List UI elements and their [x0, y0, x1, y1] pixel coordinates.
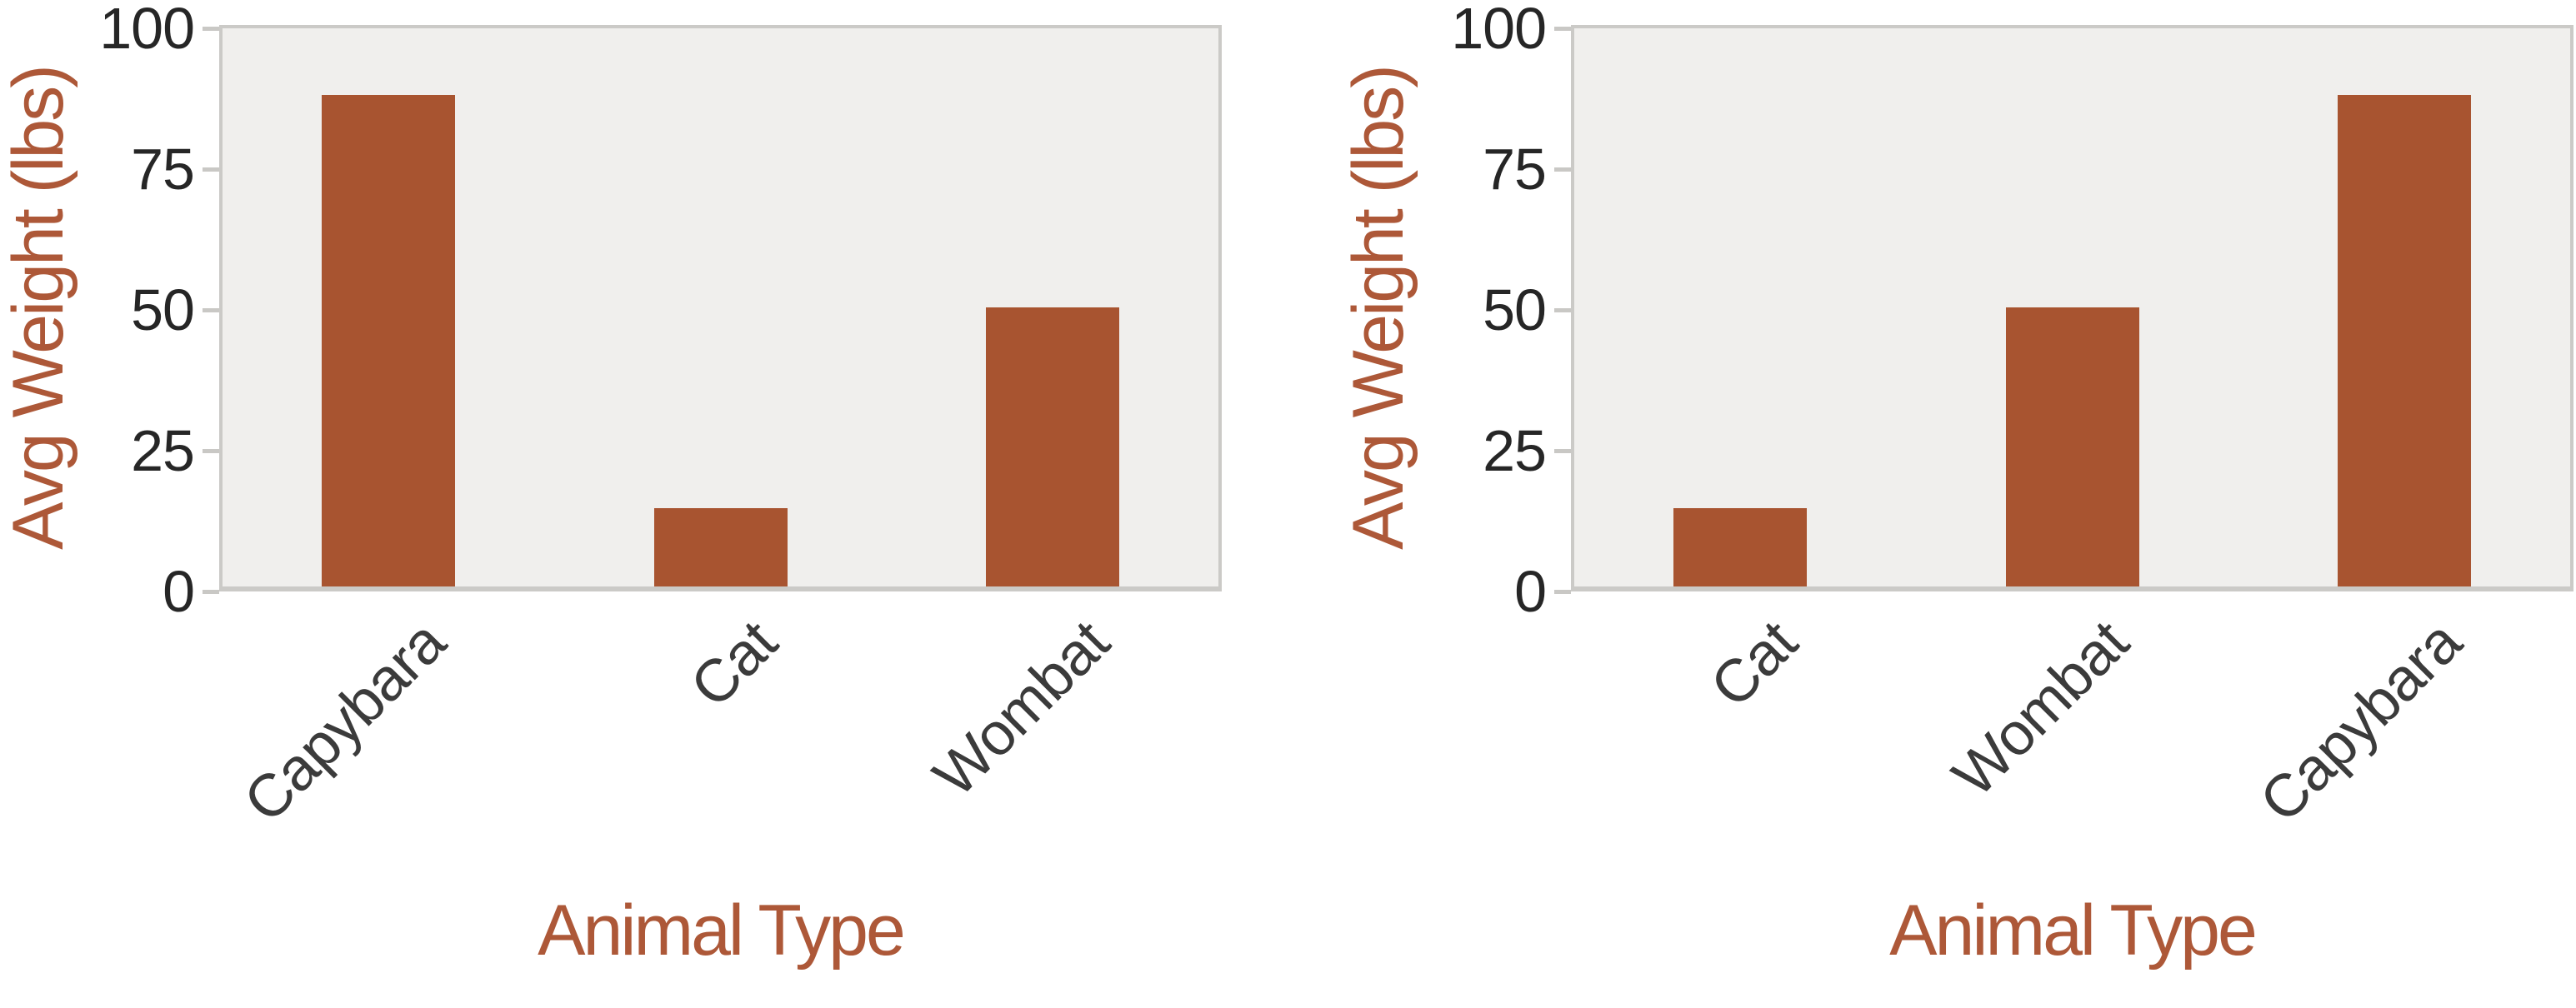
y-tick-mark	[1554, 167, 1571, 172]
y-axis-title: Avg Weight (lbs)	[1338, 67, 1418, 550]
y-tick-mark	[203, 449, 219, 453]
bar-capybara	[2338, 95, 2471, 586]
y-tick-mark	[203, 167, 219, 172]
x-tick-label-capybara: Capybara	[2247, 608, 2474, 836]
y-tick-label: 50	[131, 277, 195, 342]
y-tick-label: 50	[1483, 277, 1547, 342]
y-tick-mark	[203, 308, 219, 312]
y-tick-mark	[1554, 27, 1571, 31]
bar-wombat	[986, 307, 1119, 586]
y-tick-label: 75	[131, 137, 195, 202]
y-tick-label: 0	[163, 559, 195, 624]
y-tick-label: 25	[1483, 418, 1547, 483]
y-tick-label: 75	[1483, 137, 1547, 202]
y-tick-mark	[1554, 590, 1571, 594]
y-axis-title: Avg Weight (lbs)	[0, 67, 78, 550]
x-tick-label-capybara: Capybara	[231, 608, 458, 836]
y-tick-label: 100	[99, 0, 195, 61]
y-tick-mark	[1554, 308, 1571, 312]
plot-area	[1571, 25, 2573, 591]
x-axis-title: Animal Type	[538, 891, 906, 971]
bar-capybara	[322, 95, 455, 586]
x-axis-title: Animal Type	[1889, 891, 2258, 971]
y-tick-label: 100	[1451, 0, 1547, 61]
y-tick-label: 25	[131, 418, 195, 483]
plot-area	[219, 25, 1222, 591]
x-tick-label-wombat: Wombat	[1940, 608, 2142, 810]
bar-cat	[1673, 508, 1807, 586]
y-tick-mark	[1554, 449, 1571, 453]
x-tick-label-wombat: Wombat	[921, 608, 1123, 810]
bar-cat	[654, 508, 788, 586]
bar-wombat	[2006, 307, 2139, 586]
y-tick-label: 0	[1514, 559, 1547, 624]
y-tick-mark	[203, 27, 219, 31]
x-tick-label-cat: Cat	[678, 608, 790, 721]
x-tick-label-cat: Cat	[1698, 608, 1810, 721]
y-tick-mark	[203, 590, 219, 594]
